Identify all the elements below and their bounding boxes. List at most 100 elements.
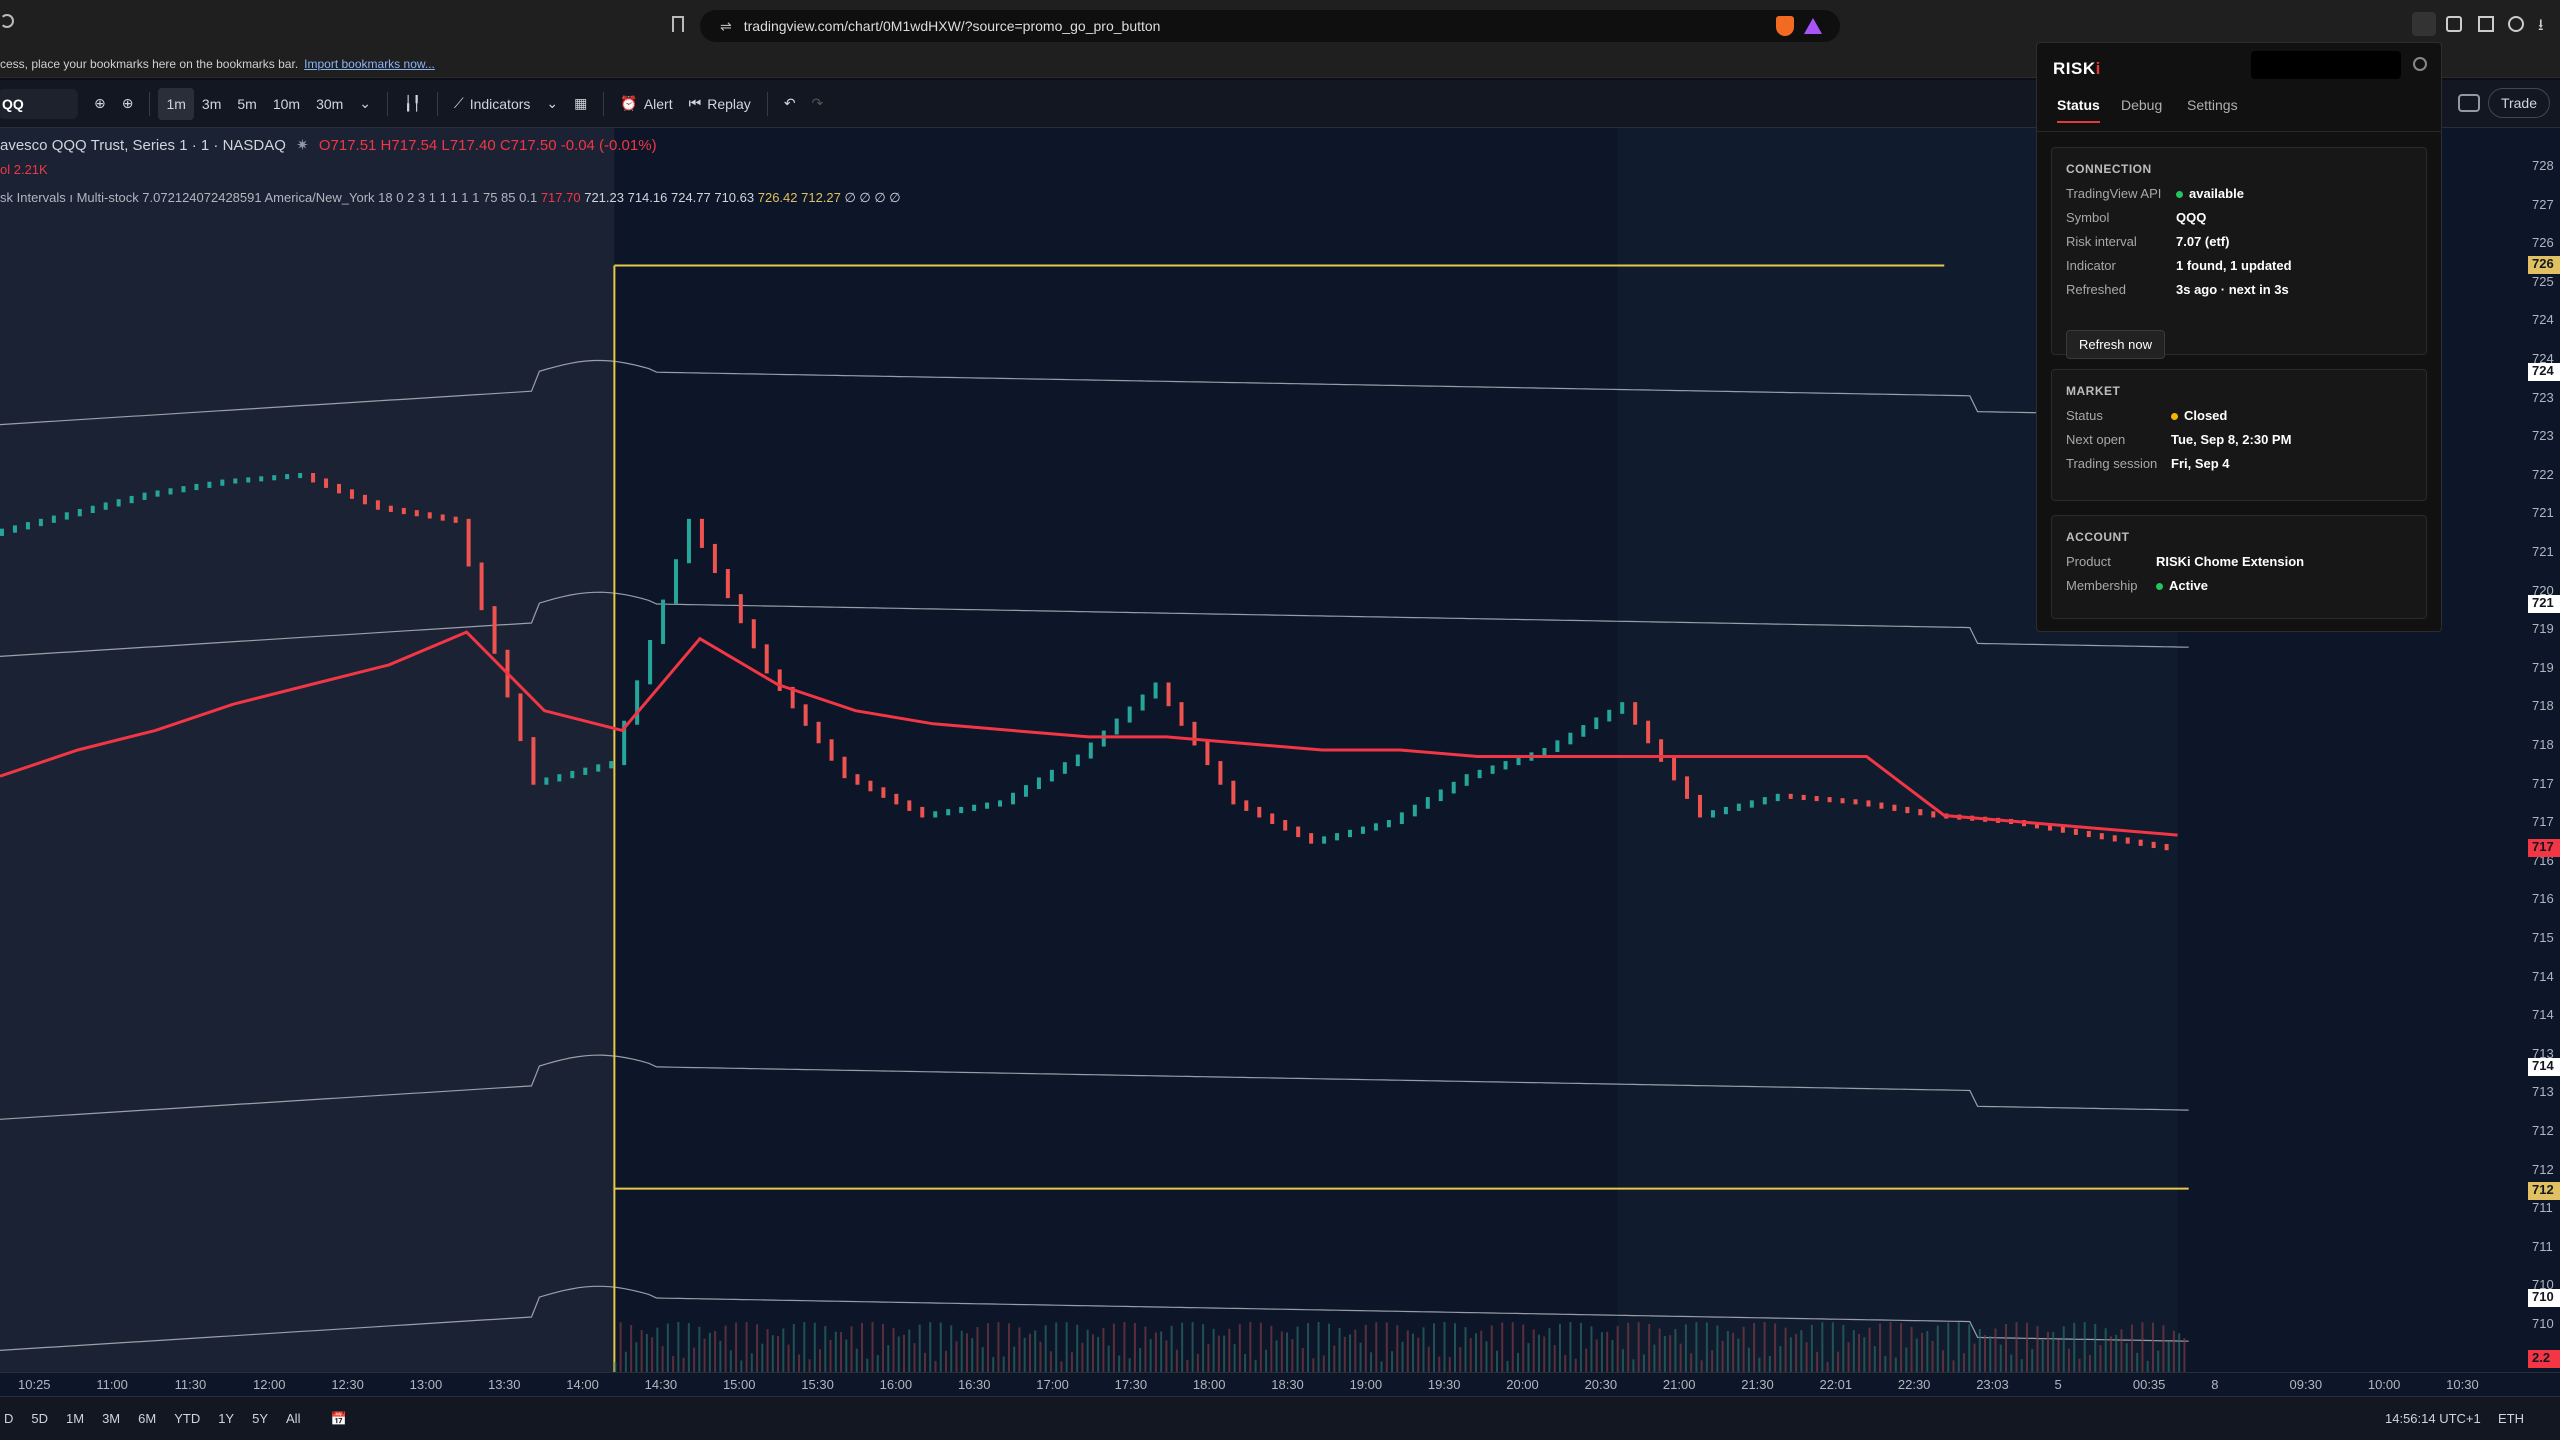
- volume-bar: [1312, 1358, 1315, 1372]
- range-1y[interactable]: 1Y: [218, 1411, 235, 1426]
- interval-5m[interactable]: 5m: [237, 95, 257, 112]
- range-1m[interactable]: 1M: [66, 1411, 85, 1426]
- tab-settings[interactable]: Settings: [2187, 97, 2238, 113]
- volume-bar: [1490, 1325, 1493, 1372]
- price-candle: [1464, 774, 1469, 786]
- add-symbol-icon[interactable]: ⊕: [121, 95, 134, 111]
- price-candle: [129, 495, 134, 504]
- range-5d[interactable]: 5D: [31, 1411, 49, 1426]
- volume-value: ol 2.21K: [0, 162, 48, 177]
- alert-clock-icon: ⏰: [620, 95, 638, 111]
- volume-bar: [2005, 1324, 2008, 1372]
- price-candle: [285, 474, 290, 480]
- goto-date-icon[interactable]: 📅: [330, 1410, 347, 1426]
- interval-10m[interactable]: 10m: [272, 95, 301, 112]
- session-label[interactable]: ETH: [2498, 1411, 2524, 1426]
- compare-symbol-icon[interactable]: ⊕: [94, 95, 106, 111]
- layout-grid-icon[interactable]: ▦: [574, 95, 588, 111]
- interval-dropdown-icon[interactable]: ⌄: [359, 95, 372, 111]
- camera-icon[interactable]: [2458, 94, 2480, 112]
- price-candle: [751, 619, 756, 649]
- price-candle: [1477, 769, 1482, 779]
- volume-bar: [1968, 1324, 1971, 1372]
- volume-bar: [1532, 1329, 1535, 1372]
- range-d[interactable]: D: [4, 1411, 14, 1426]
- refresh-now-button[interactable]: Refresh now: [2066, 330, 2165, 359]
- power-icon[interactable]: [2413, 57, 2427, 71]
- range-6m[interactable]: 6M: [138, 1411, 157, 1426]
- volume-bar: [1328, 1323, 1331, 1372]
- time-tick-label: 17:30: [1114, 1377, 1148, 1392]
- import-bookmarks-link[interactable]: Import bookmarks now...: [304, 56, 435, 71]
- price-candle: [1075, 754, 1080, 767]
- volume-bar: [1259, 1322, 1262, 1372]
- volume-bar: [1758, 1357, 1761, 1372]
- riski-symbol-field[interactable]: [2251, 51, 2401, 79]
- volume-bar: [2010, 1354, 2013, 1372]
- price-tick-label: 723: [2532, 428, 2554, 444]
- reload-icon[interactable]: [0, 14, 14, 28]
- sidebar-icon[interactable]: [2478, 16, 2494, 32]
- price-candle: [725, 569, 730, 599]
- price-candle: [1023, 785, 1028, 797]
- volume-bar: [1873, 1346, 1876, 1372]
- volume-bar: [1370, 1352, 1373, 1372]
- brave-shield-icon[interactable]: [1776, 16, 1794, 36]
- alert-button[interactable]: ⏰ Alert: [612, 88, 680, 120]
- indicators-dropdown-icon[interactable]: ⌄: [546, 95, 559, 111]
- redo-icon[interactable]: ↷: [811, 95, 824, 111]
- interval-3m[interactable]: 3m: [201, 95, 222, 112]
- chart-canvas[interactable]: [0, 128, 2222, 1372]
- price-tick-label: 717: [2532, 775, 2554, 791]
- price-candle: [25, 522, 30, 530]
- chart-type-icon[interactable]: ╽╿: [404, 95, 421, 111]
- volume-bar: [1149, 1339, 1152, 1372]
- address-bar[interactable]: ⇌ tradingview.com/chart/0M1wdHXW/?source…: [700, 10, 1840, 42]
- symbol-title[interactable]: avesco QQQ Trust, Series 1 · 1 · NASDAQ: [0, 137, 286, 154]
- volume-bar: [1291, 1339, 1294, 1372]
- range-5y[interactable]: 5Y: [252, 1411, 269, 1426]
- time-tick-label: 09:30: [2289, 1377, 2323, 1392]
- range-3m[interactable]: 3M: [102, 1411, 121, 1426]
- tab-status[interactable]: Status: [2057, 97, 2100, 123]
- price-candle: [518, 693, 523, 742]
- indicator-name[interactable]: sk Intervals ı Multi-stock 7.07212407242…: [0, 190, 538, 205]
- interval-1m[interactable]: 1m: [158, 87, 194, 120]
- price-tag-label: 724: [2528, 363, 2560, 382]
- time-axis[interactable]: 10:25 11:00 11:30 12:00 12:30 13:00 13:30 14:00…: [0, 1372, 2560, 1396]
- extensions-icon[interactable]: [2446, 16, 2462, 32]
- profile-icon[interactable]: [2508, 16, 2524, 32]
- tab-debug[interactable]: Debug: [2121, 97, 2163, 113]
- volume-bar: [855, 1348, 858, 1372]
- price-candle: [1348, 829, 1353, 838]
- undo-icon[interactable]: ↶: [783, 95, 796, 111]
- time-tick-label: 18:00: [1192, 1377, 1226, 1392]
- chart-pane[interactable]: [0, 128, 2222, 1372]
- brave-rewards-icon[interactable]: [1804, 18, 1822, 34]
- replay-button[interactable]: ⏮ Replay: [681, 88, 759, 120]
- extension-minimize-icon[interactable]: [2412, 12, 2436, 36]
- indicators-button[interactable]: ⟋ Indicators: [446, 88, 539, 120]
- range-ytd[interactable]: YTD: [174, 1411, 201, 1426]
- interval-30m[interactable]: 30m: [316, 95, 344, 112]
- price-candle: [272, 475, 277, 481]
- price-candle: [77, 509, 82, 517]
- volume-bar: [934, 1360, 937, 1372]
- trade-button[interactable]: Trade: [2487, 88, 2550, 118]
- price-candle: [1568, 732, 1573, 745]
- time-tick-label: 10:30: [2446, 1377, 2479, 1392]
- url-text: tradingview.com/chart/0M1wdHXW/?source=p…: [743, 18, 1161, 34]
- range-all[interactable]: All: [286, 1411, 301, 1426]
- clock[interactable]: 14:56:14 UTC+1: [2385, 1411, 2481, 1426]
- volume-bar: [1112, 1323, 1115, 1372]
- download-icon[interactable]: ⭳: [2538, 17, 2544, 34]
- volume-bar: [1286, 1332, 1289, 1372]
- site-settings-icon[interactable]: ⇌: [720, 17, 732, 34]
- indicators-label: Indicators: [469, 95, 531, 112]
- volume-bar: [1700, 1360, 1703, 1372]
- symbol-search[interactable]: QQ: [0, 88, 78, 119]
- volume-bar: [1516, 1352, 1519, 1372]
- bookmark-icon[interactable]: [672, 16, 684, 32]
- price-candle: [816, 721, 821, 744]
- price-candle: [894, 793, 899, 805]
